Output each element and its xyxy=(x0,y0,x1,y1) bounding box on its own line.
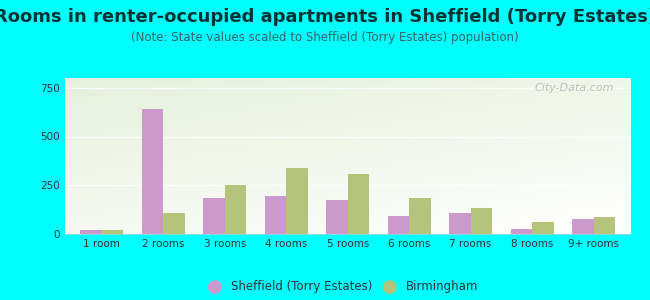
Bar xyxy=(410,198,431,234)
Bar xyxy=(471,208,492,234)
Bar xyxy=(326,200,348,234)
Bar xyxy=(163,213,185,234)
Bar xyxy=(203,198,225,234)
Bar xyxy=(286,168,308,234)
Bar xyxy=(593,218,615,234)
Bar xyxy=(142,109,163,234)
Text: Birmingham: Birmingham xyxy=(406,280,478,293)
Bar xyxy=(265,196,286,234)
Bar xyxy=(532,222,554,234)
Text: (Note: State values scaled to Sheffield (Torry Estates) population): (Note: State values scaled to Sheffield … xyxy=(131,32,519,44)
Text: ●: ● xyxy=(382,278,398,296)
Bar xyxy=(81,230,102,234)
Bar xyxy=(225,185,246,234)
Bar xyxy=(387,217,410,234)
Text: ●: ● xyxy=(207,278,222,296)
Text: Sheffield (Torry Estates): Sheffield (Torry Estates) xyxy=(231,280,372,293)
Text: Rooms in renter-occupied apartments in Sheffield (Torry Estates): Rooms in renter-occupied apartments in S… xyxy=(0,8,650,26)
Bar xyxy=(348,173,369,234)
Bar xyxy=(102,230,124,234)
Bar xyxy=(511,229,532,234)
Text: City-Data.com: City-Data.com xyxy=(534,83,614,93)
Bar xyxy=(572,219,593,234)
Bar xyxy=(449,212,471,234)
